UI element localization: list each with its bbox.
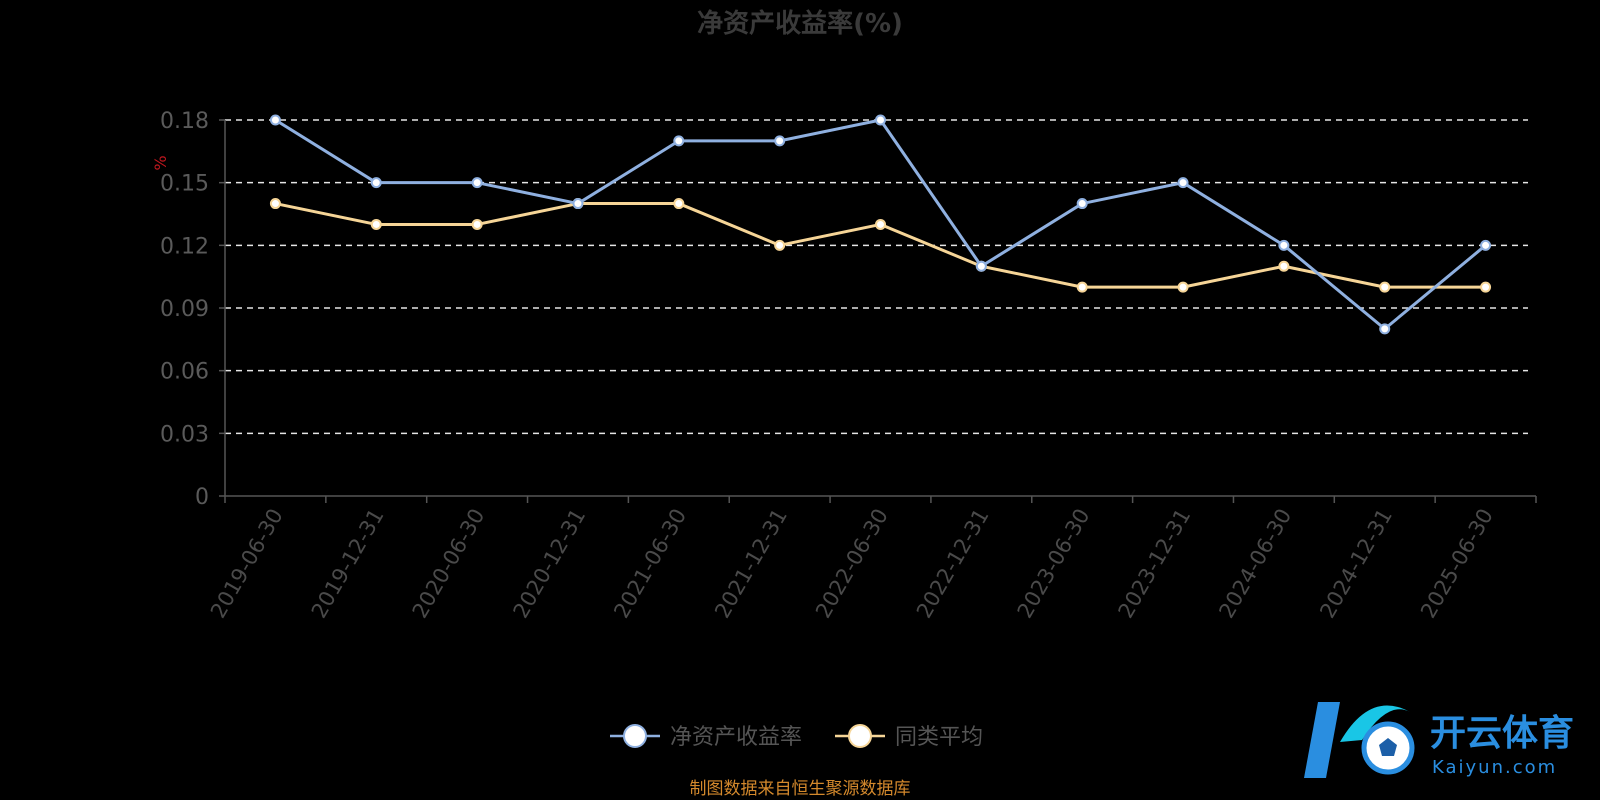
data-point[interactable] — [1177, 281, 1189, 293]
x-axis-ticks: 2019-06-30 2019-12-31 2020-06-30 2020-12-31… — [206, 496, 1537, 623]
legend-marker-roe — [623, 724, 647, 748]
data-point[interactable] — [1379, 281, 1391, 293]
data-point[interactable] — [875, 218, 886, 230]
x-tick-label: 2020-12-31 — [508, 505, 590, 623]
data-point[interactable] — [471, 218, 483, 230]
brand-name: 开云体育 — [1430, 713, 1574, 754]
data-point[interactable] — [774, 239, 786, 251]
y-axis-ticks: 0 0.03 0.06 0.09 0.12 0.15 0.18 — [160, 109, 225, 510]
data-point[interactable] — [1480, 281, 1492, 293]
legend-item-avg[interactable]: 同类平均 — [835, 724, 983, 750]
data-point[interactable] — [269, 198, 281, 210]
y-tick-label: 0.18 — [160, 109, 209, 134]
data-point[interactable] — [269, 114, 281, 126]
y-tick-label: 0.03 — [160, 422, 209, 447]
data-point[interactable] — [1177, 177, 1189, 189]
x-tick-label: 2021-06-30 — [609, 505, 691, 623]
data-point[interactable] — [1278, 260, 1290, 272]
y-tick-label: 0.15 — [160, 172, 209, 197]
data-point[interactable] — [471, 177, 483, 189]
x-tick-label: 2019-06-30 — [206, 505, 288, 623]
data-point[interactable] — [370, 218, 382, 230]
chart-title: 净资产收益率(%) — [697, 8, 903, 39]
source-note: 制图数据来自恒生聚源数据库 — [690, 779, 911, 799]
watermark-logo: 开云体育 Kaiyun.com — [1304, 702, 1574, 778]
legend-item-roe[interactable]: 净资产收益率 — [610, 724, 802, 750]
x-tick-label: 2025-06-30 — [1416, 505, 1498, 623]
x-tick-label: 2022-06-30 — [811, 505, 893, 623]
data-point[interactable] — [1480, 239, 1492, 251]
data-point[interactable] — [572, 198, 584, 210]
y-tick-label: 0.09 — [160, 297, 209, 322]
legend[interactable]: 净资产收益率 同类平均 — [610, 724, 983, 750]
x-tick-label: 2020-06-30 — [408, 505, 490, 623]
y-axis-unit: % — [151, 155, 170, 170]
data-point[interactable] — [875, 114, 886, 126]
x-tick-label: 2023-12-31 — [1114, 505, 1196, 623]
x-tick-label: 2019-12-31 — [307, 505, 389, 623]
legend-label-roe: 净资产收益率 — [670, 725, 802, 750]
x-tick-label: 2021-12-31 — [710, 505, 792, 623]
y-tick-label: 0.12 — [160, 234, 209, 259]
y-tick-label: 0.06 — [160, 360, 209, 385]
data-point[interactable] — [975, 260, 987, 272]
data-point[interactable] — [1278, 239, 1290, 251]
legend-marker-avg — [848, 724, 872, 748]
data-point[interactable] — [370, 177, 382, 189]
x-tick-label: 2023-06-30 — [1013, 505, 1095, 623]
x-tick-label: 2024-12-31 — [1315, 505, 1397, 623]
data-point[interactable] — [1076, 198, 1088, 210]
x-tick-label: 2024-06-30 — [1214, 505, 1296, 623]
y-tick-label: 0 — [195, 485, 209, 510]
brand-url: Kaiyun.com — [1432, 757, 1557, 778]
soccer-ball-patch — [1379, 738, 1397, 756]
data-point[interactable] — [673, 198, 685, 210]
data-point[interactable] — [673, 135, 685, 147]
data-point[interactable] — [774, 135, 786, 147]
logo-k-shape — [1304, 702, 1340, 778]
logo-swoosh — [1340, 705, 1410, 742]
data-point[interactable] — [1379, 323, 1391, 335]
x-tick-label: 2022-12-31 — [912, 505, 994, 623]
data-point[interactable] — [1076, 281, 1088, 293]
legend-label-avg: 同类平均 — [895, 725, 983, 750]
series-group — [269, 114, 1492, 335]
